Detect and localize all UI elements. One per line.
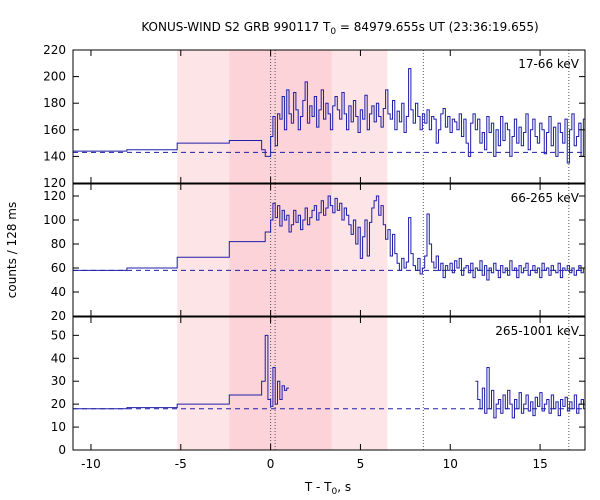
panel-frame xyxy=(72,49,586,184)
y-tick-label: 200 xyxy=(43,70,66,84)
count-rate-curve xyxy=(73,334,290,410)
shaded-region xyxy=(229,184,332,316)
y-tick-label: 40 xyxy=(51,351,66,365)
y-tick-label: 80 xyxy=(51,237,66,251)
y-tick-label: 20 xyxy=(51,397,66,411)
energy-band-label: 265-1001 keV xyxy=(495,324,579,338)
y-tick-label: 10 xyxy=(51,420,66,434)
energy-band-label: 66-265 keV xyxy=(511,191,580,205)
panel-0: 120 140 160 180 200 220 17-66 keV xyxy=(43,43,586,190)
y-axis-label: counts / 128 ms xyxy=(5,202,19,298)
y-tick-label: 60 xyxy=(51,261,66,275)
y-tick-label: 30 xyxy=(51,374,66,388)
count-rate-curve xyxy=(73,195,585,281)
y-tick-label: 120 xyxy=(43,189,66,203)
panel-frame xyxy=(72,183,586,317)
y-tick-label: 140 xyxy=(43,149,66,163)
y-tick-label: 160 xyxy=(43,123,66,137)
count-rate-curve-segment xyxy=(475,366,585,419)
y-tick-label: 100 xyxy=(43,213,66,227)
y-tick-label: 0 xyxy=(58,443,66,457)
x-axis-label: T - T0, s xyxy=(304,480,351,497)
x-tick-label: 0 xyxy=(267,457,275,471)
energy-band-label: 17-66 keV xyxy=(518,57,580,71)
x-tick-label: 15 xyxy=(532,457,547,471)
y-tick-label: 50 xyxy=(51,328,66,342)
panel-2: 0 10 20 30 40 50 265-1001 keV -10 -5 0 5 10 15 xyxy=(51,316,586,471)
panel-1: 20 40 60 80 100 120 66-265 keV xyxy=(43,183,586,323)
chart-title: KONUS-WIND S2 GRB 990117 T0 = 84979.655s… xyxy=(141,20,538,37)
y-tick-label: 20 xyxy=(51,309,66,323)
x-tick-label: 5 xyxy=(357,457,365,471)
y-tick-label: 220 xyxy=(43,43,66,57)
y-tick-label: 120 xyxy=(43,176,66,190)
y-tick-label: 40 xyxy=(51,285,66,299)
x-tick-label: 10 xyxy=(443,457,458,471)
panel-frame xyxy=(72,316,586,451)
x-tick-label: -5 xyxy=(175,457,187,471)
x-tick-label: -10 xyxy=(81,457,101,471)
count-rate-curve xyxy=(73,68,585,164)
shaded-region xyxy=(229,317,332,450)
y-tick-label: 180 xyxy=(43,96,66,110)
